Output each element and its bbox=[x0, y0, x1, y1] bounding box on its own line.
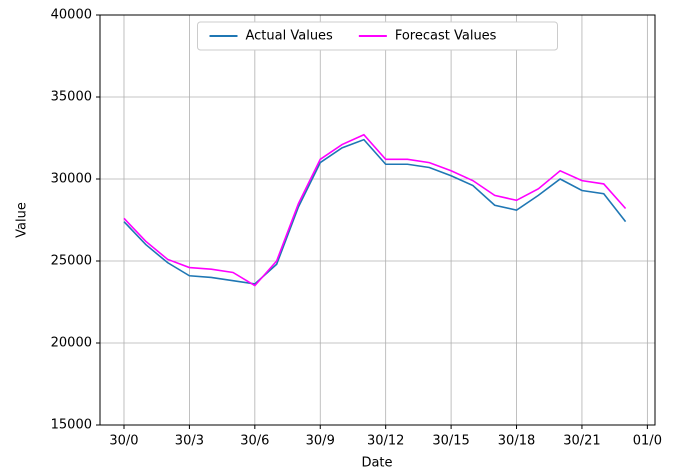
x-tick-label: 30/21 bbox=[563, 434, 600, 449]
plot-frame bbox=[99, 14, 656, 426]
x-tick-label: 30/0 bbox=[109, 434, 138, 449]
y-tick-label: 40000 bbox=[51, 8, 92, 23]
legend-label: Forecast Values bbox=[395, 29, 497, 44]
legend-label: Actual Values bbox=[246, 29, 334, 44]
y-tick-label: 20000 bbox=[51, 336, 92, 351]
series-line bbox=[123, 133, 627, 287]
y-tick-label: 15000 bbox=[51, 418, 92, 433]
x-tick-label: 30/9 bbox=[306, 434, 335, 449]
x-tick-label: 30/6 bbox=[240, 434, 269, 449]
x-tick-label: 30/15 bbox=[432, 434, 469, 449]
y-axis-label: Value bbox=[15, 202, 30, 238]
x-tick-label: 30/3 bbox=[175, 434, 204, 449]
y-tick-label: 30000 bbox=[51, 172, 92, 187]
series-line bbox=[123, 138, 627, 285]
x-tick-label: 30/18 bbox=[498, 434, 535, 449]
x-axis-label: Date bbox=[361, 456, 392, 471]
x-tick-label: 30/12 bbox=[367, 434, 404, 449]
y-tick-label: 35000 bbox=[51, 90, 92, 105]
x-tick-label: 01/0 bbox=[633, 434, 662, 449]
y-tick-label: 25000 bbox=[51, 254, 92, 269]
